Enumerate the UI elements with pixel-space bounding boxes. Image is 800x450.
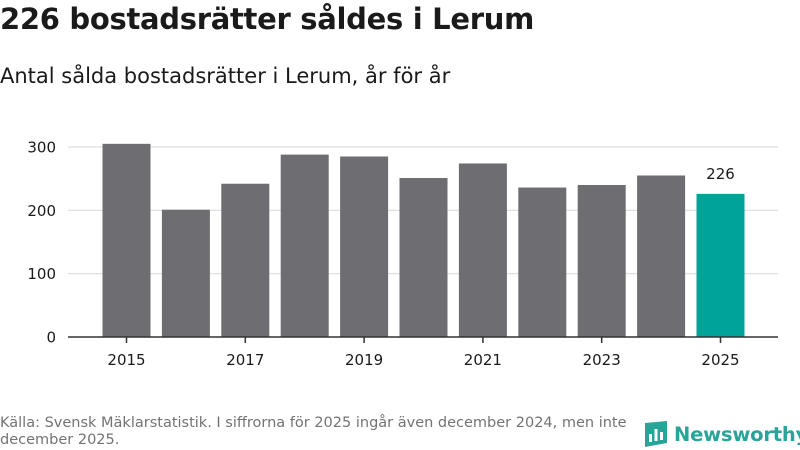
bar-2016 [161,209,210,337]
x-tick-label-2023: 2023 [583,351,621,369]
bar-2025 [696,193,745,337]
chart-title: 226 bostadsrätter såldes i Lerum [0,2,534,36]
y-tick-label-0: 0 [46,329,56,347]
x-tick-label-2017: 2017 [226,351,264,369]
bar-chart: 226 0 100 200 300 2015 2017 2019 2021 2023 2025 [27,139,778,369]
data-label-2025: 226 [706,165,735,183]
x-tick-label-2019: 2019 [345,351,383,369]
bar-2023 [577,185,626,337]
bar-2017 [221,183,270,337]
axes: 0 100 200 300 2015 2017 2019 2021 2023 2025 [27,139,778,369]
bar-2015 [102,143,151,337]
x-tick-label-2025: 2025 [701,351,739,369]
bar-chart-logo-icon [645,421,667,447]
newsworthy-logo: Newsworthy [644,420,800,448]
y-tick-label-200: 200 [27,202,56,220]
bar-2019 [340,156,389,337]
data-labels: 226 [706,165,735,183]
y-tick-label-300: 300 [27,139,56,157]
chart-subtitle: Antal sålda bostadsrätter i Lerum, år fö… [0,64,451,88]
bar-2020 [399,178,448,337]
x-tick-label-2021: 2021 [464,351,502,369]
brand-name: Newsworthy [674,422,800,446]
bars [102,143,745,337]
bar-2024 [637,175,686,337]
bar-2021 [458,163,507,337]
x-tick-label-2015: 2015 [107,351,145,369]
bar-2022 [518,187,567,337]
y-tick-label-100: 100 [27,265,56,283]
bar-2018 [280,154,329,337]
source-note: Källa: Svensk Mäklarstatistik. I siffror… [0,415,627,448]
